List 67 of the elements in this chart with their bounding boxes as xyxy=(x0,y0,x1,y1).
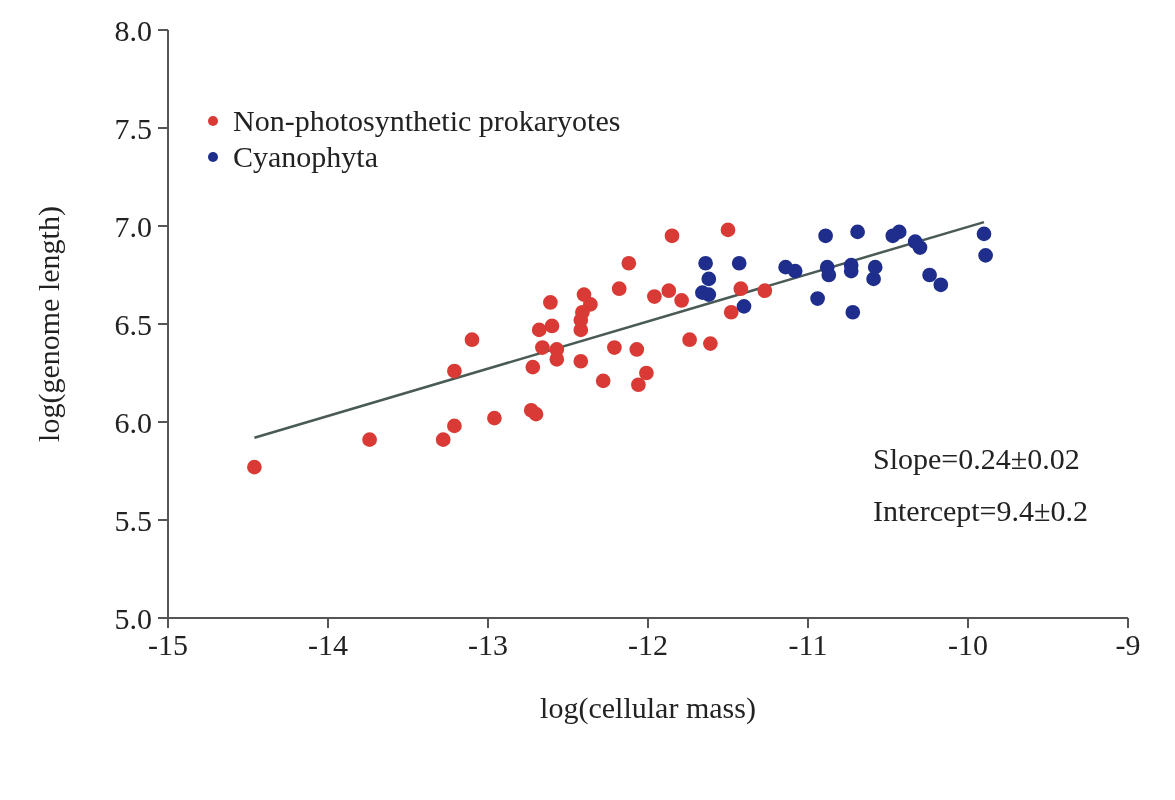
x-tick-label: -10 xyxy=(948,628,988,662)
point xyxy=(720,222,736,238)
x-axis-title: log(cellular mass) xyxy=(540,691,756,725)
point xyxy=(674,293,689,308)
point xyxy=(976,226,992,242)
point xyxy=(701,271,717,287)
point xyxy=(447,418,462,434)
legend-label: Cyanophyta xyxy=(233,139,378,175)
point xyxy=(866,271,881,287)
point xyxy=(544,318,560,334)
point xyxy=(731,255,747,271)
x-tick-label: -11 xyxy=(788,628,828,662)
point xyxy=(723,304,739,320)
point xyxy=(631,377,646,393)
point xyxy=(933,277,949,293)
x-tick-label: -14 xyxy=(308,628,348,662)
point xyxy=(810,291,825,306)
point xyxy=(701,287,717,302)
point xyxy=(611,281,627,297)
y-axis-title: log(genome length) xyxy=(31,206,66,442)
point xyxy=(543,295,558,310)
legend-label: Non-photosynthetic prokaryotes xyxy=(233,103,621,139)
point xyxy=(736,299,752,314)
y-tick-label: 8.0 xyxy=(114,13,152,47)
point xyxy=(595,373,611,389)
x-tick-label: -13 xyxy=(468,628,508,662)
point xyxy=(487,410,502,426)
point xyxy=(573,353,589,369)
point xyxy=(247,459,262,475)
point xyxy=(757,283,773,299)
point xyxy=(682,332,697,348)
point xyxy=(733,281,749,297)
point xyxy=(531,322,547,338)
point xyxy=(535,340,550,355)
point xyxy=(464,332,480,348)
annotation: Slope=0.24±0.02 xyxy=(873,441,1081,477)
point xyxy=(912,240,928,255)
point xyxy=(607,340,622,355)
y-tick-label: 7.0 xyxy=(114,209,152,243)
point xyxy=(698,255,713,271)
annotation: Intercept=9.4±0.2 xyxy=(873,493,1088,529)
y-tick-label: 6.0 xyxy=(114,405,152,439)
point xyxy=(850,224,865,240)
y-tick-label: 7.5 xyxy=(114,111,152,145)
x-tick-label: -12 xyxy=(628,628,668,662)
point xyxy=(845,304,861,320)
point xyxy=(891,224,907,240)
x-tick-label: -9 xyxy=(1115,628,1141,662)
point xyxy=(978,248,993,263)
point xyxy=(435,432,451,447)
point xyxy=(703,336,718,351)
point xyxy=(583,297,598,312)
point xyxy=(818,228,833,244)
point xyxy=(647,289,662,304)
point xyxy=(525,359,541,375)
point xyxy=(528,406,544,422)
y-tick-label: 5.5 xyxy=(114,503,152,537)
point xyxy=(787,263,803,279)
y-tick-label: 6.5 xyxy=(114,307,152,341)
point xyxy=(661,283,677,299)
point xyxy=(362,432,377,447)
point xyxy=(639,365,654,381)
point xyxy=(922,267,937,283)
point xyxy=(664,228,680,244)
point xyxy=(629,342,645,357)
point xyxy=(621,255,637,271)
point xyxy=(447,363,462,379)
